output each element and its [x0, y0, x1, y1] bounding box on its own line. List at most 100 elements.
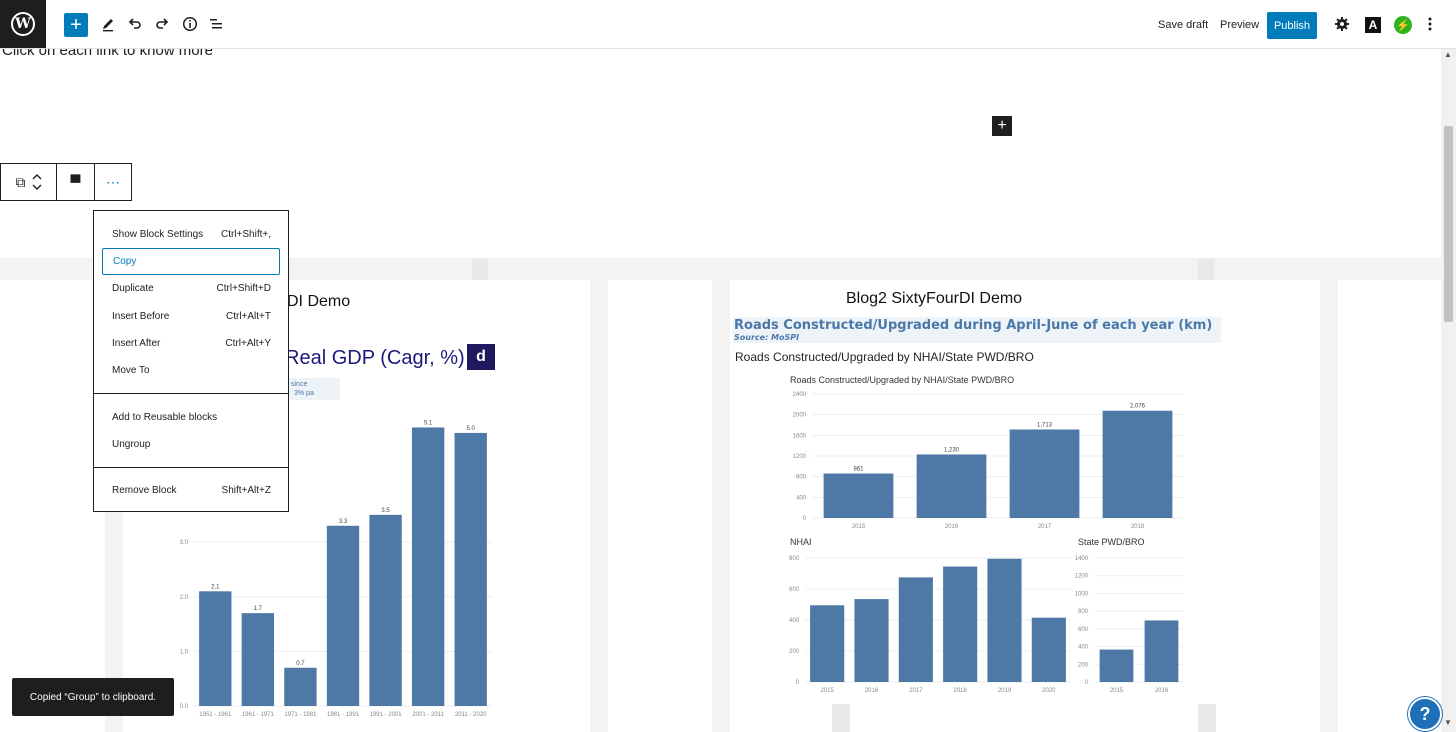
data-label: 861 [853, 467, 864, 473]
y-tick-label: 1.0 [180, 649, 189, 655]
menu-item-duplicate[interactable]: Duplicate Ctrl+Shift+D [112, 283, 271, 294]
gear-icon [1335, 17, 1349, 31]
menu-item-insert-after[interactable]: Insert After Ctrl+Alt+Y [112, 338, 271, 349]
embed-tab-marker [832, 704, 850, 732]
data-label: 3.5 [381, 508, 390, 514]
y-tick-label: 800 [796, 475, 807, 481]
y-tick-label: 1200 [1075, 574, 1089, 580]
x-tick-label: 2016 [945, 524, 959, 530]
x-tick-label: 2015 [852, 524, 866, 530]
data-label: 2,076 [1130, 404, 1146, 410]
save-draft-button[interactable]: Save draft [1158, 19, 1209, 31]
menu-item-insert-before[interactable]: Insert Before Ctrl+Alt+T [112, 311, 271, 322]
bar [284, 667, 317, 706]
options-button[interactable] [1424, 12, 1436, 36]
scroll-down-arrow-icon[interactable]: ▼ [1444, 718, 1452, 727]
bar [987, 558, 1022, 682]
sixtyfour-logo-icon: d [467, 344, 495, 370]
menu-item-show-block-settings[interactable]: Show Block Settings Ctrl+Shift+, [112, 229, 271, 240]
menu-item-add-reusable[interactable]: Add to Reusable blocks [112, 412, 218, 423]
settings-button[interactable] [1333, 12, 1351, 36]
block-options-menu: Show Block Settings Ctrl+Shift+, Copy Dup… [93, 210, 289, 512]
right-demo-title: Blog2 SixtyFourDI Demo [846, 290, 1023, 307]
bar [369, 514, 402, 706]
roads-subtitle: Roads Constructed/Upgraded by NHAI/State… [735, 350, 1034, 364]
align-icon: ▀ [70, 174, 81, 190]
y-tick-label: 0 [796, 680, 800, 686]
a-icon[interactable]: A [1365, 17, 1381, 33]
scrollbar-thumb[interactable] [1444, 126, 1453, 322]
y-tick-label: 800 [789, 556, 800, 562]
left-demo-title: DI Demo [287, 293, 351, 310]
x-tick-label: 2017 [909, 688, 923, 694]
list-view-icon [210, 19, 222, 29]
y-tick-label: 1600 [793, 433, 807, 439]
scroll-up-arrow-icon[interactable]: ▲ [1444, 50, 1452, 59]
add-block-button[interactable]: + [64, 13, 88, 37]
bar [810, 605, 845, 682]
y-tick-label: 400 [1078, 645, 1089, 651]
gdp-bar-chart: 0.0 1.0 2.0 3.0 2.1 1951 - 1961 1.7 1961 - 1971… [180, 420, 492, 718]
roads-source: Source: MoSPI [734, 333, 800, 342]
x-tick-label: 2016 [1155, 688, 1169, 694]
more-options-button[interactable]: ⋯ [95, 164, 131, 200]
help-button[interactable]: ? [1408, 697, 1442, 731]
roads-total-bar-chart: Roads Constructed/Upgraded by NHAI/State… [790, 375, 1184, 530]
bar [898, 577, 933, 682]
block-type-button[interactable]: ⧉ [1, 164, 57, 200]
redo-button[interactable] [152, 12, 172, 36]
group-icon: ⧉ [15, 173, 26, 190]
preview-button[interactable]: Preview [1220, 19, 1260, 31]
embed-tab-marker [472, 258, 488, 280]
tools-button[interactable] [98, 12, 118, 36]
block-inserter-button[interactable]: + [992, 116, 1012, 136]
x-tick-label: 2018 [1131, 524, 1145, 530]
x-tick-label: 1991 - 2001 [370, 712, 403, 718]
more-vertical-icon [1428, 17, 1432, 31]
menu-item-remove-block[interactable]: Remove Block Shift+Alt+Z [112, 485, 271, 496]
gdp-chart-title: Real GDP (Cagr, %) [285, 347, 465, 369]
menu-item-copy[interactable]: Copy [102, 248, 280, 275]
list-view-button[interactable] [206, 12, 226, 36]
x-tick-label: 1951 - 1961 [199, 712, 232, 718]
x-tick-label: 2001 - 2011 [412, 712, 444, 718]
wordpress-icon: W [11, 12, 35, 36]
align-button[interactable]: ▀ [57, 164, 95, 200]
bar [1009, 429, 1080, 518]
menu-item-ungroup[interactable]: Ungroup [112, 439, 151, 450]
publish-button[interactable]: Publish [1267, 12, 1317, 39]
undo-icon [128, 18, 141, 29]
chart-title: NHAI [790, 537, 812, 547]
wordpress-logo-button[interactable]: W [0, 0, 46, 48]
embed-gutter [712, 258, 730, 732]
pencil-icon [103, 19, 113, 32]
details-button[interactable] [180, 12, 200, 36]
roads-header-box [733, 317, 1221, 343]
embed-tab-marker [1198, 704, 1216, 732]
x-tick-label: 2016 [865, 688, 879, 694]
undo-button[interactable] [125, 12, 145, 36]
chart-title: Roads Constructed/Upgraded by NHAI/State… [790, 375, 1014, 385]
menu-item-move-to[interactable]: Move To [112, 365, 150, 376]
embed-tab-marker [1198, 258, 1214, 280]
y-tick-label: 3.0 [180, 540, 189, 546]
jetpack-icon[interactable]: ⚡ [1394, 16, 1412, 34]
y-tick-label: 1000 [1075, 591, 1089, 597]
y-tick-label: 400 [796, 495, 807, 501]
block-toolbar: ⧉ ▀ ⋯ [0, 163, 132, 201]
snackbar-notice[interactable]: Copied “Group” to clipboard. [12, 678, 174, 716]
y-tick-label: 200 [1078, 662, 1089, 668]
since-note: since 3% pa [288, 378, 340, 400]
x-tick-label: 2015 [1110, 688, 1124, 694]
bar [1031, 617, 1066, 682]
embed-gutter [1320, 258, 1338, 732]
y-tick-label: 0 [1085, 680, 1089, 686]
bar [1099, 649, 1134, 682]
y-tick-label: 0 [803, 516, 807, 522]
data-label: 2.1 [211, 584, 220, 590]
bar [199, 591, 232, 706]
y-tick-label: 600 [1078, 627, 1089, 633]
bar [823, 473, 894, 518]
move-up-down-icon[interactable] [32, 173, 42, 191]
x-tick-label: 2015 [820, 688, 834, 694]
